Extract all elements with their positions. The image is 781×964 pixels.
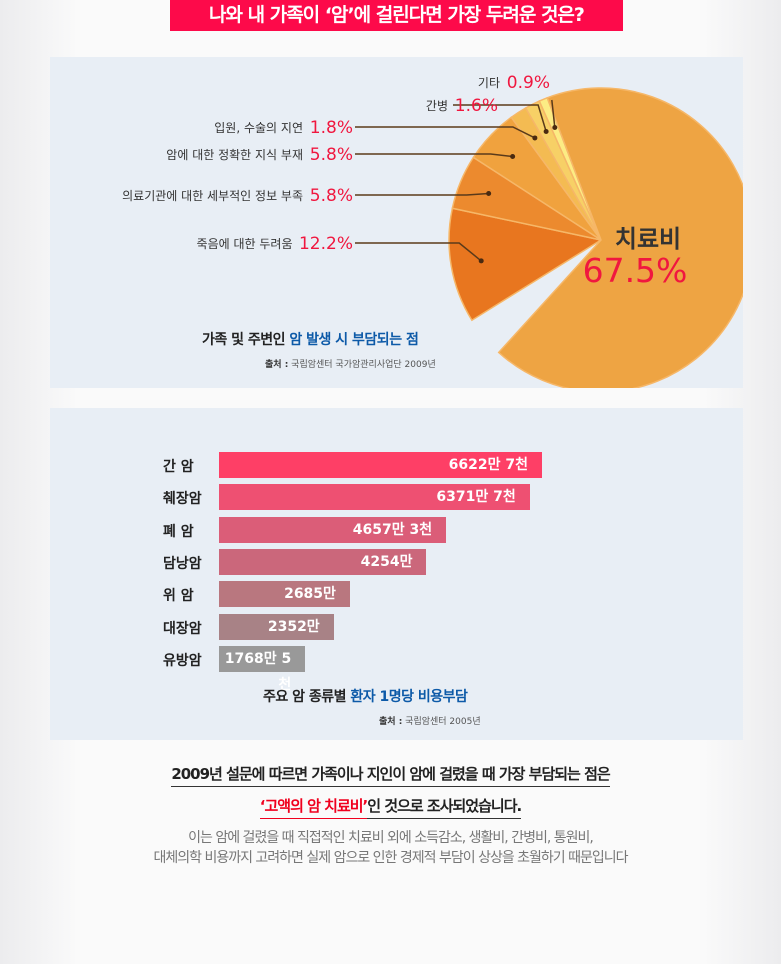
summary-line-1: 2009년 설문에 따르면 가족이나 지인이 암에 걸렸을 때 가장 부담되는 … [0,763,781,787]
pie-title-plain: 가족 및 주변인 [202,332,286,348]
pie-chart-title: 가족 및 주변인 암 발생 시 부담되는 점 [202,329,419,349]
bar-category-label: 유방암 [163,652,202,669]
leader-dot [532,135,538,141]
leader-dot [510,153,516,159]
slice-label: 간병 [426,99,448,113]
bar-source: 출처 : 국립암센터 2005년 [379,714,481,727]
bar-category-label: 폐 암 [163,523,194,540]
bar: 1768만 5천 [219,645,306,693]
bar: 4254만 [219,548,427,575]
slice-value: 12.2% [299,234,353,254]
pie-source: 출처 : 국립암센터 국가암관리사업단 2009년 [265,357,436,370]
slice-label: 죽음에 대한 두려움 [197,237,293,251]
leader-dot [486,190,492,196]
bar-category-label: 위 암 [163,588,194,605]
bar: 6622만 7천 [219,452,542,478]
bar-category-label: 췌장암 [163,491,202,508]
leader-dot [552,125,558,131]
slice-value: 1.6% [455,96,498,116]
pie-chart-panel: 12.2% 죽음에 대한 두려움 5.8% 의료기관에 대한 세부적인 정보 부족 5.… [50,57,743,388]
summary-detail: 이는 암에 걸렸을 때 직접적인 치료비 외에 소득감소, 생활비, 간병비, … [0,828,781,868]
slice-label: 의료기관에 대한 세부적인 정보 부족 [122,189,303,203]
bar-category-label: 대장암 [163,620,202,637]
title-banner: 나와 내 가족이 ‘암’에 걸린다면 가장 두려운 것은? [170,0,623,31]
bar: 4657만 3천 [219,516,447,543]
summary-highlight: ‘고액의 암 치료비’ [259,797,368,819]
pie-slice [448,207,603,322]
bar-chart-title: 주요 암 종류별 환자 1명당 비용부담 [263,686,468,706]
leader-line [551,99,556,128]
summary-detail-line-1: 이는 암에 걸렸을 때 직접적인 치료비 외에 소득감소, 생활비, 간병비, … [188,830,594,846]
pie-source-text: 국립암센터 국가암관리사업단 2009년 [291,360,436,370]
slice-value: 1.8% [310,118,353,138]
slice-label: 암에 대한 정확한 지식 부재 [166,148,303,162]
leader-line [355,242,482,262]
slice-value: 0.9% [507,73,550,93]
bar: 2685만 [219,581,350,608]
bar: 6371만 7천 [219,484,530,511]
bar-title-plain: 주요 암 종류별 [263,689,347,705]
leader-dot [543,128,549,134]
summary-line-2-text: 인 것으로 조사되었습니다. [367,797,522,819]
leader-line [453,104,547,132]
leader-line [355,153,513,158]
slice-label: 기타 [478,76,500,90]
bar-category-label: 담낭암 [163,555,202,572]
summary-line-1-text: 2009년 설문에 따르면 가족이나 지인이 암에 걸렸을 때 가장 부담되는 … [171,765,611,787]
slice-value: 5.8% [310,186,353,206]
bar-source-label: 출처 : [379,717,403,727]
slice-value: 5.8% [310,145,353,165]
bar-title-highlight: 환자 1명당 비용부담 [350,689,468,705]
summary-line-2: ‘고액의 암 치료비’인 것으로 조사되었습니다. [0,795,781,819]
big-slice-value: 67.5% [583,251,688,290]
leader-line [355,126,536,139]
bar-source-text: 국립암센터 2005년 [405,717,481,727]
pie-title-highlight: 암 발생 시 부담되는 점 [289,332,419,348]
summary-detail-line-2: 대체의학 비용까지 고려하면 실제 암으로 인한 경제적 부담이 상상을 초월하… [153,850,628,866]
leader-dot [478,258,484,264]
slice-label: 입원, 수술의 지연 [214,121,303,135]
leader-line [355,192,489,196]
pie-chart: 12.2% 죽음에 대한 두려움 5.8% 의료기관에 대한 세부적인 정보 부족 5.… [122,73,743,388]
bar: 2352만 [219,613,334,640]
pie-source-label: 출처 : [265,360,289,370]
big-slice-label: 치료비 [615,225,681,253]
pie-slice [497,87,743,388]
bar-category-label: 간 암 [163,459,194,475]
